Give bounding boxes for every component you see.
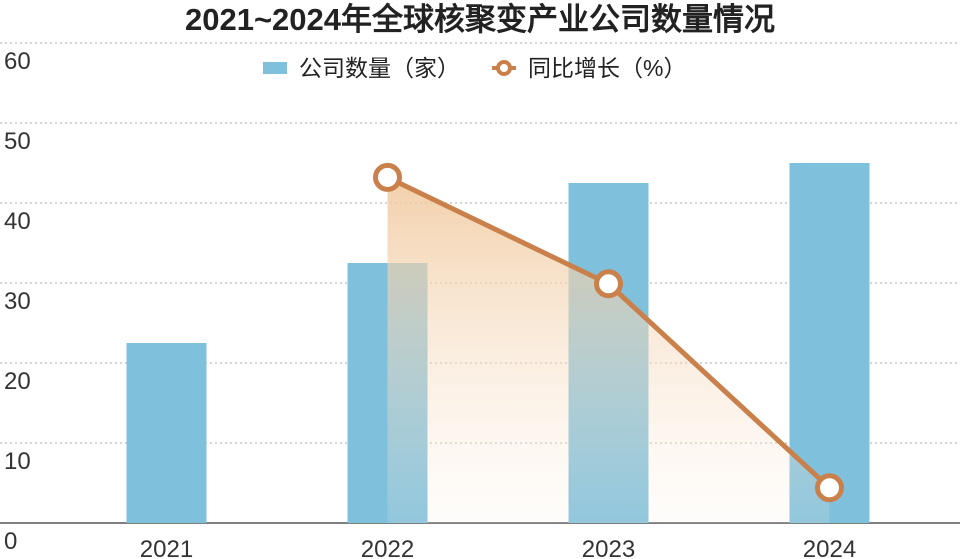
y-tick-label: 30 — [4, 288, 31, 315]
y-tick-label: 10 — [4, 448, 31, 475]
y-tick-label: 0 — [4, 528, 17, 555]
y-tick-label: 50 — [4, 128, 31, 155]
legend-label: 公司数量（家） — [299, 55, 460, 81]
area — [387, 177, 830, 523]
y-tick-label: 40 — [4, 208, 31, 235]
point — [815, 473, 844, 503]
x-tick-label: 2023 — [582, 536, 635, 559]
y-tick-label: 60 — [4, 48, 31, 75]
chart-title: 2021~2024年全球核聚变产业公司数量情况 — [185, 2, 775, 37]
y-tick-label: 20 — [4, 368, 31, 395]
point — [373, 162, 402, 192]
x-tick-label: 2024 — [803, 536, 856, 559]
point — [594, 269, 623, 299]
bar — [126, 343, 207, 523]
legend-label: 同比增长（%） — [528, 55, 686, 81]
x-tick-label: 2021 — [140, 536, 193, 559]
legend-swatch — [263, 62, 287, 74]
legend-swatch — [496, 60, 512, 76]
x-tick-label: 2022 — [361, 536, 414, 559]
